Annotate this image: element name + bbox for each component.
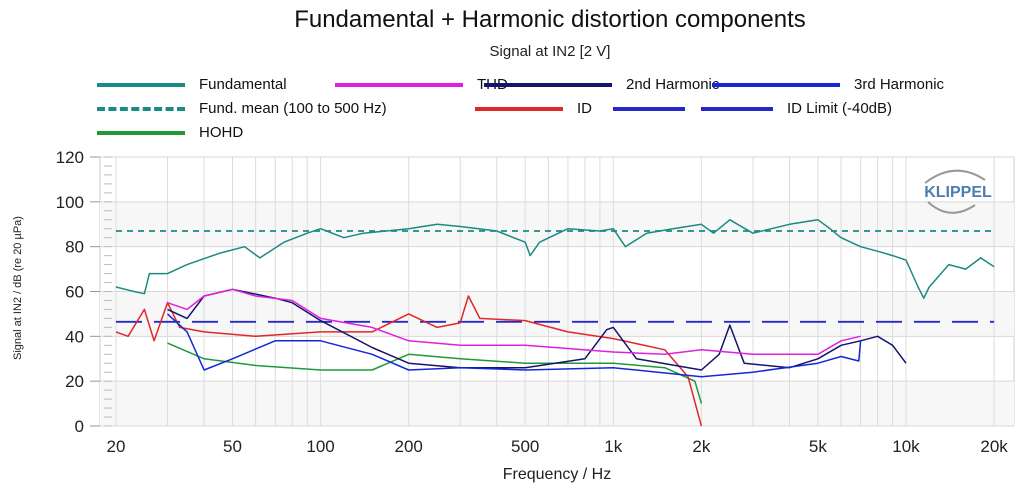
legend-label: ID [577, 100, 592, 117]
x-tick-label: 20k [980, 437, 1008, 456]
y-tick-label: 60 [65, 283, 84, 302]
y-tick-label: 0 [75, 417, 84, 436]
legend-swatch [97, 82, 185, 87]
legend-swatch [97, 106, 185, 111]
legend-item: HOHD [97, 124, 243, 141]
legend-label: HOHD [199, 124, 244, 141]
x-tick-label: 200 [395, 437, 423, 456]
legend-swatch [484, 82, 612, 87]
x-tick-label: 500 [511, 437, 539, 456]
legend-swatch [97, 130, 185, 135]
legend-item: 2nd Harmonic [484, 76, 719, 93]
legend-swatch [712, 82, 840, 87]
x-tick-label: 5k [809, 437, 827, 456]
legend-swatch [335, 82, 463, 87]
series-line-id [115, 295, 703, 427]
series-line-thd [167, 288, 861, 356]
chart-title: Fundamental + Harmonic distortion compon… [294, 6, 806, 33]
chart-subtitle: Signal at IN2 [2 V] [489, 43, 611, 60]
legend-label: Fundamental [199, 76, 287, 93]
logo-arc-bottom [927, 201, 976, 214]
legend-item: ID Limit (-40dB) [613, 100, 892, 117]
legend-item: Fund. mean (100 to 500 Hz) [97, 100, 387, 117]
x-tick-label: 100 [306, 437, 334, 456]
legend-label: ID Limit (-40dB) [787, 100, 893, 117]
y-tick-label: 80 [65, 238, 84, 257]
x-tick-label: 2k [692, 437, 710, 456]
grid-band [100, 201, 1014, 247]
legend-label: 3rd Harmonic [854, 76, 945, 93]
legend-swatch [475, 106, 563, 111]
y-tick-label: 120 [56, 148, 84, 167]
legend-swatch [613, 106, 773, 111]
y-tick-label: 20 [65, 372, 84, 391]
legend-item: 3rd Harmonic [712, 76, 944, 93]
x-tick-label: 1k [604, 437, 622, 456]
legend-item: ID [475, 100, 592, 117]
series-line-fundamental [115, 219, 995, 299]
x-tick-label: 10k [892, 437, 920, 456]
y-tick-label: 40 [65, 327, 84, 346]
klippel-logo: KLIPPEL [924, 184, 992, 201]
legend-label: 2nd Harmonic [626, 76, 720, 93]
logo-arc-top [924, 169, 986, 184]
y-tick-label: 100 [56, 193, 84, 212]
legend-item: Fundamental [97, 76, 287, 93]
y-axis-title: Signal at IN2 / dB (re 20 µPa) [12, 216, 24, 360]
x-tick-label: 50 [223, 437, 242, 456]
legend-label: Fund. mean (100 to 500 Hz) [199, 100, 387, 117]
series-line-3rd-harmonic [166, 313, 862, 378]
x-tick-label: 20 [107, 437, 126, 456]
grid-band [100, 381, 1014, 426]
x-axis-title: Frequency / Hz [502, 466, 612, 483]
series-line-hohd [167, 342, 703, 404]
